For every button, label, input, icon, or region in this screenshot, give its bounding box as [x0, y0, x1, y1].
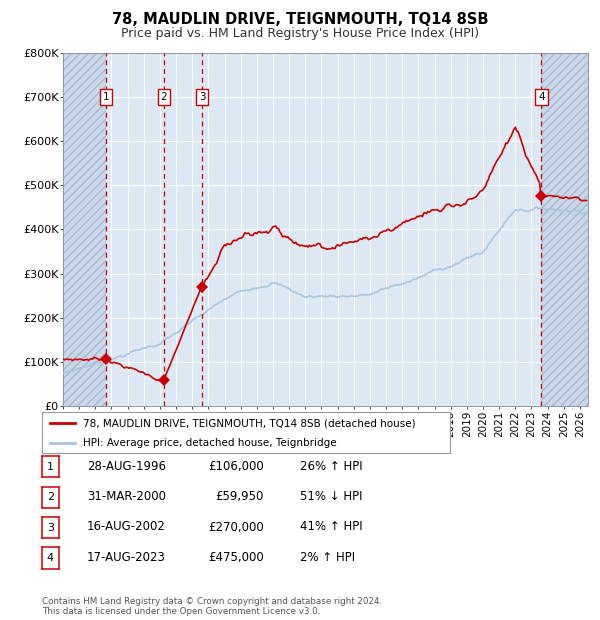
Text: 41% ↑ HPI: 41% ↑ HPI	[300, 521, 362, 533]
Text: £475,000: £475,000	[208, 551, 264, 564]
Text: £270,000: £270,000	[208, 521, 264, 533]
Text: 51% ↓ HPI: 51% ↓ HPI	[300, 490, 362, 503]
Text: 1: 1	[103, 92, 109, 102]
Text: Price paid vs. HM Land Registry's House Price Index (HPI): Price paid vs. HM Land Registry's House …	[121, 27, 479, 40]
Text: 28-AUG-1996: 28-AUG-1996	[87, 460, 166, 472]
Text: 2: 2	[161, 92, 167, 102]
Text: 2% ↑ HPI: 2% ↑ HPI	[300, 551, 355, 564]
Text: £106,000: £106,000	[208, 460, 264, 472]
Text: 3: 3	[47, 523, 54, 533]
Text: 1: 1	[47, 462, 54, 472]
Text: HPI: Average price, detached house, Teignbridge: HPI: Average price, detached house, Teig…	[83, 438, 337, 448]
Text: 31-MAR-2000: 31-MAR-2000	[87, 490, 166, 503]
Text: 17-AUG-2023: 17-AUG-2023	[87, 551, 166, 564]
Text: 78, MAUDLIN DRIVE, TEIGNMOUTH, TQ14 8SB: 78, MAUDLIN DRIVE, TEIGNMOUTH, TQ14 8SB	[112, 12, 488, 27]
Text: Contains HM Land Registry data © Crown copyright and database right 2024.: Contains HM Land Registry data © Crown c…	[42, 597, 382, 606]
Text: £59,950: £59,950	[215, 490, 264, 503]
Text: 26% ↑ HPI: 26% ↑ HPI	[300, 460, 362, 472]
Text: 16-AUG-2002: 16-AUG-2002	[87, 521, 166, 533]
Text: 78, MAUDLIN DRIVE, TEIGNMOUTH, TQ14 8SB (detached house): 78, MAUDLIN DRIVE, TEIGNMOUTH, TQ14 8SB …	[83, 418, 415, 428]
Text: 4: 4	[538, 92, 545, 102]
Text: 2: 2	[47, 492, 54, 502]
Bar	[63, 53, 106, 406]
Text: This data is licensed under the Open Government Licence v3.0.: This data is licensed under the Open Gov…	[42, 606, 320, 616]
Text: 4: 4	[47, 553, 54, 563]
Bar	[541, 53, 588, 406]
Text: 3: 3	[199, 92, 206, 102]
